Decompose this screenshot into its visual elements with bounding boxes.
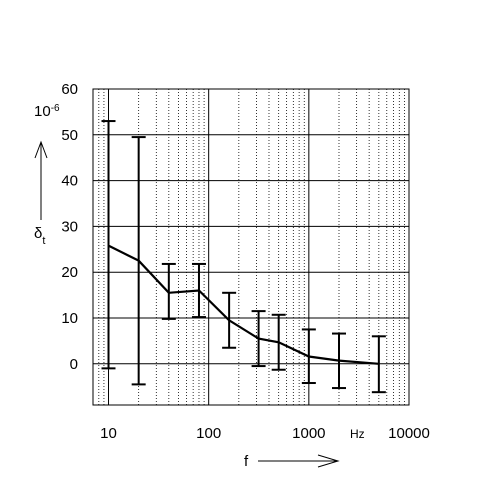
x-tick-label: 10 <box>100 425 117 442</box>
plot-frame <box>92 88 410 406</box>
y-tick-label: 20 <box>61 264 78 281</box>
y-tick-label: 40 <box>61 173 78 190</box>
y-tick-label: 50 <box>61 127 78 144</box>
y-tick-label: 30 <box>61 218 78 235</box>
series-line <box>108 244 379 365</box>
svg-text:δt: δt <box>34 225 45 247</box>
y-scale-exponent: -6 <box>51 103 60 114</box>
y-axis-label: δt <box>34 140 48 247</box>
svg-text:f: f <box>244 453 249 470</box>
y-label-symbol: δ <box>34 225 42 242</box>
y-scale-label: 10-6 <box>34 103 60 120</box>
x-axis-label: f <box>244 453 340 470</box>
y-tick-label: 10 <box>61 310 78 327</box>
x-tick-label: 10000 <box>388 425 430 442</box>
y-tick-label: 60 <box>61 81 78 98</box>
y-tick-label: 0 <box>70 356 78 373</box>
x-tick-label: 1000 <box>292 425 325 442</box>
x-tick-label: 100 <box>196 425 221 442</box>
x-unit-label: Hz <box>350 427 365 441</box>
error-bars <box>101 120 386 394</box>
y-label-subscript: t <box>42 235 45 247</box>
